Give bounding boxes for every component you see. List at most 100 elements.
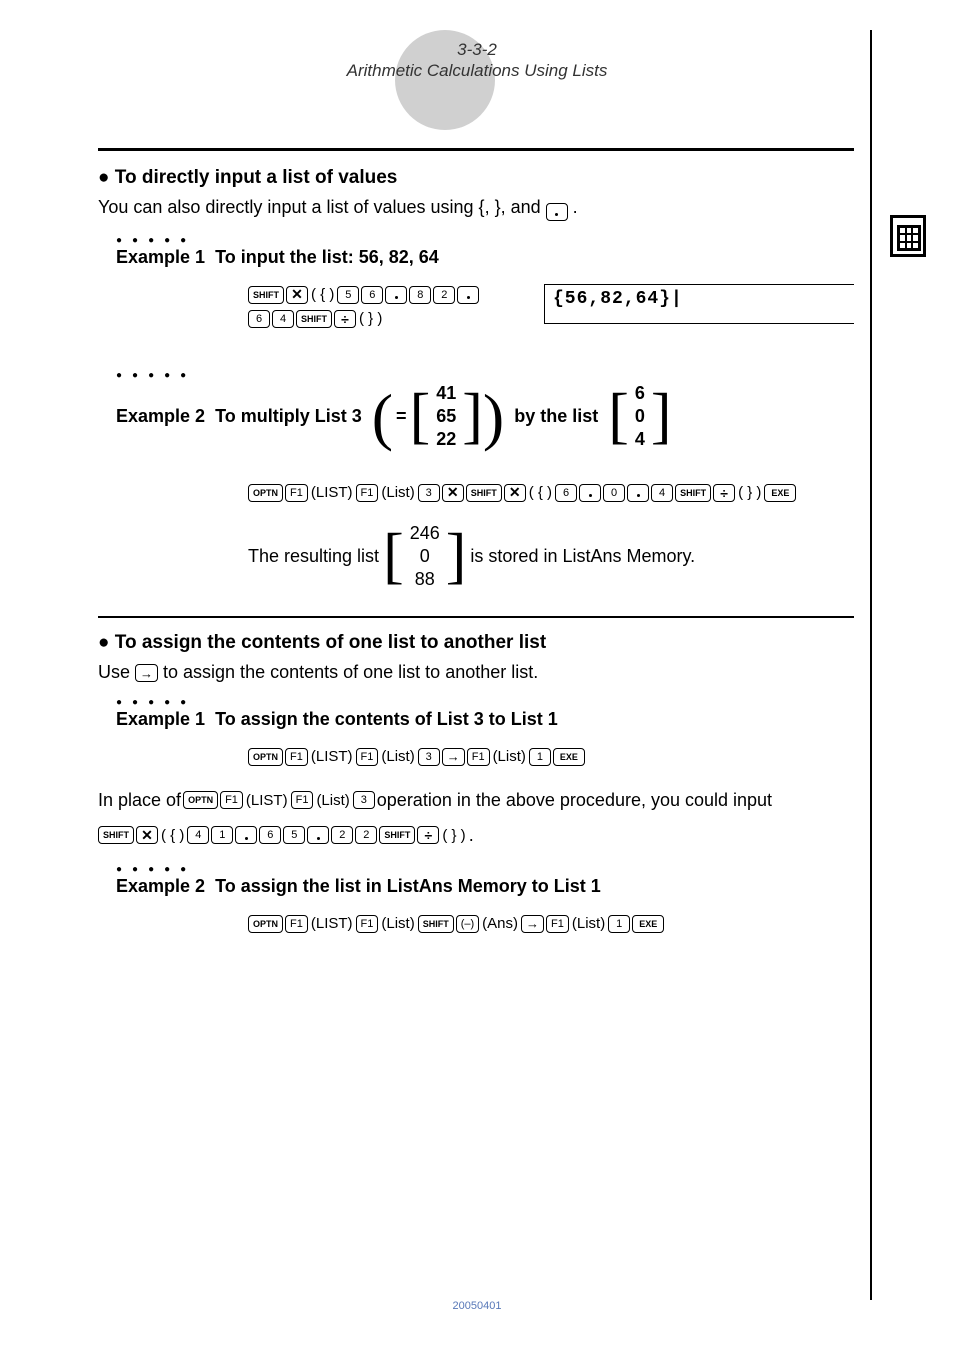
- example2-line: Example 2 To multiply List 3 ( = [ 41 65…: [116, 382, 854, 452]
- f1-key: F1: [220, 791, 243, 809]
- comma-key: [307, 826, 329, 844]
- shift-key: SHIFT: [418, 915, 454, 933]
- shift-key: SHIFT: [296, 310, 332, 328]
- optn-key: OPTN: [183, 791, 218, 809]
- key-8: 8: [409, 286, 431, 304]
- f1-key: F1: [356, 484, 379, 502]
- section-title: Arithmetic Calculations Using Lists: [347, 61, 608, 80]
- multiply-key: ✕: [504, 484, 526, 502]
- f1-key: F1: [285, 748, 308, 766]
- multiply-key: ✕: [442, 484, 464, 502]
- s2-ex1-title: To assign the contents of List 3 to List…: [215, 709, 558, 730]
- key-seq-ex2: OPTN F1 (LIST) F1 (List) 3 ✕ SHIFT ✕ ( {…: [248, 484, 854, 502]
- exe-key: EXE: [632, 915, 664, 933]
- s2-example1-line: Example 1 To assign the contents of List…: [116, 709, 854, 730]
- note-line2: SHIFT ✕ ( { ) 4 1 6 5 2 2 SHIFT ÷ ( } ).: [98, 825, 854, 846]
- key-seq-s2-ex1: OPTN F1 (LIST) F1 (List) 3 → F1 (List) 1…: [248, 748, 854, 766]
- key-0: 0: [603, 484, 625, 502]
- key-4: 4: [272, 310, 294, 328]
- shift-key: SHIFT: [248, 286, 284, 304]
- multiply-key: ✕: [136, 826, 158, 844]
- comma-key: [579, 484, 601, 502]
- footer-date: 20050401: [0, 1300, 954, 1312]
- key-6: 6: [361, 286, 383, 304]
- example-dots: ●●●●●: [116, 370, 854, 381]
- key-2: 2: [355, 826, 377, 844]
- exe-key: EXE: [764, 484, 796, 502]
- example1-title: To input the list: 56, 82, 64: [215, 247, 439, 268]
- shift-key: SHIFT: [98, 826, 134, 844]
- section-number: 3-3-2: [0, 40, 954, 60]
- comma-key: [457, 286, 479, 304]
- multiply-key: ✕: [286, 286, 308, 304]
- heading-direct-input: ● To directly input a list of values: [98, 167, 854, 189]
- f1-key: F1: [546, 915, 569, 933]
- s2-ex2-label: Example 2: [116, 876, 205, 897]
- key-4: 4: [187, 826, 209, 844]
- optn-key: OPTN: [248, 484, 283, 502]
- key-1: 1: [211, 826, 233, 844]
- neg-key: (–): [456, 915, 479, 933]
- f1-key: F1: [285, 484, 308, 502]
- close-brace-text: ( } ): [359, 310, 382, 327]
- result-matrix: [ 246 0 88 ]: [383, 522, 466, 592]
- example2-label: Example 2: [116, 406, 205, 427]
- key-6: 6: [555, 484, 577, 502]
- f1-key: F1: [467, 748, 490, 766]
- list3-matrix: ( = [ 41 65 22 ] ): [372, 382, 504, 452]
- assign-arrow-key: →: [135, 664, 158, 682]
- calculator-icon: [890, 215, 926, 257]
- intro-text: You can also directly input a list of va…: [98, 197, 854, 221]
- calculator-display: {56,82,64}|: [544, 284, 854, 324]
- key-5: 5: [337, 286, 359, 304]
- shift-key: SHIFT: [675, 484, 711, 502]
- example-dots: ●●●●●: [116, 697, 854, 708]
- example2-title-pre: To multiply List 3: [215, 406, 362, 427]
- shift-key: SHIFT: [466, 484, 502, 502]
- key-1: 1: [529, 748, 551, 766]
- key-3: 3: [418, 484, 440, 502]
- assign-arrow-key: →: [521, 915, 544, 933]
- f1-key: F1: [356, 748, 379, 766]
- comma-key: [627, 484, 649, 502]
- assign-arrow-key: →: [442, 748, 465, 766]
- result-line: The resulting list [ 246 0 88 ] is store…: [248, 522, 854, 592]
- key-6: 6: [259, 826, 281, 844]
- main-content: ● To directly input a list of values You…: [98, 148, 854, 939]
- example-dots: ●●●●●: [116, 235, 854, 246]
- exe-key: EXE: [553, 748, 585, 766]
- key-4: 4: [651, 484, 673, 502]
- assign-intro: Use → to assign the contents of one list…: [98, 662, 854, 683]
- key-6: 6: [248, 310, 270, 328]
- f1-key: F1: [356, 915, 379, 933]
- f1-key: F1: [285, 915, 308, 933]
- heading-assign: ● To assign the contents of one list to …: [98, 632, 854, 654]
- optn-key: OPTN: [248, 915, 283, 933]
- divider: [98, 616, 854, 618]
- comma-key-icon: [546, 203, 568, 221]
- example1-line: Example 1 To input the list: 56, 82, 64: [116, 247, 854, 268]
- note-line1: In place of OPTN F1 (LIST) F1 (List) 3 o…: [98, 790, 854, 811]
- divider: [98, 148, 854, 151]
- by-list-matrix: [ 6 0 4 ]: [608, 382, 671, 452]
- shift-key: SHIFT: [379, 826, 415, 844]
- example-dots: ●●●●●: [116, 864, 854, 875]
- example1-label: Example 1: [116, 247, 205, 268]
- key-1: 1: [608, 915, 630, 933]
- key-3: 3: [353, 791, 375, 809]
- divide-key: ÷: [713, 484, 735, 502]
- open-brace-text: ( { ): [311, 286, 334, 303]
- key-2: 2: [331, 826, 353, 844]
- key-3: 3: [418, 748, 440, 766]
- key-seq-s2-ex2: OPTN F1 (LIST) F1 (List) SHIFT (–) (Ans)…: [248, 915, 854, 933]
- s2-ex2-title: To assign the list in ListAns Memory to …: [215, 876, 601, 897]
- key-2: 2: [433, 286, 455, 304]
- divide-key: ÷: [417, 826, 439, 844]
- example2-title-mid: by the list: [514, 406, 598, 427]
- s2-example2-line: Example 2 To assign the list in ListAns …: [116, 876, 854, 897]
- page-header: 3-3-2 Arithmetic Calculations Using List…: [0, 40, 954, 81]
- comma-key: [235, 826, 257, 844]
- divide-key: ÷: [334, 310, 356, 328]
- optn-key: OPTN: [248, 748, 283, 766]
- comma-key: [385, 286, 407, 304]
